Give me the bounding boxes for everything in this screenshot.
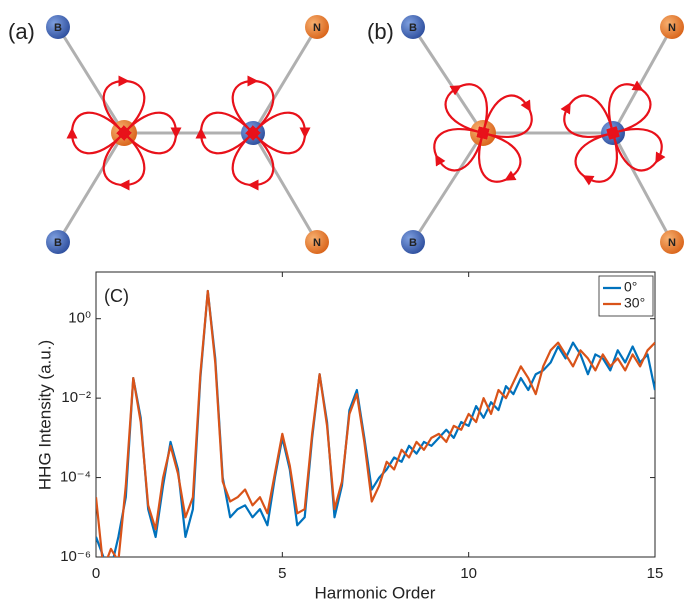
y-tick-label: 10⁰ bbox=[68, 310, 91, 327]
y-tick-label: 10⁻² bbox=[61, 389, 91, 406]
atom-label: B bbox=[409, 22, 417, 34]
legend-box bbox=[598, 275, 654, 317]
series-line bbox=[96, 289, 655, 557]
plot-frame bbox=[95, 271, 656, 558]
atom-label: N bbox=[668, 22, 676, 34]
panel-label: (b) bbox=[367, 19, 394, 44]
x-tick-label: 5 bbox=[278, 565, 286, 582]
x-axis-label: Harmonic Order bbox=[315, 583, 436, 602]
atom-label: N bbox=[313, 237, 321, 249]
atom-label: B bbox=[409, 237, 417, 249]
panel-b: (b) B B N N bbox=[367, 15, 684, 254]
x-tick-label: 15 bbox=[647, 565, 664, 582]
atom-label: N bbox=[668, 237, 676, 249]
panel-label: (a) bbox=[8, 19, 35, 44]
y-tick-label: 10⁻⁴ bbox=[60, 469, 91, 486]
atom-label: B bbox=[54, 22, 62, 34]
hhg-chart: (C) Harmonic Order HHG Intensity (a.u.) … bbox=[35, 271, 664, 602]
x-tick-label: 0 bbox=[92, 565, 100, 582]
atom-label: N bbox=[313, 22, 321, 34]
series-line bbox=[96, 289, 655, 557]
legend-label: 30° bbox=[624, 295, 645, 311]
y-tick-label: 10⁻⁶ bbox=[60, 548, 91, 565]
legend-label: 0° bbox=[624, 279, 637, 295]
panel-label: (C) bbox=[104, 286, 129, 306]
x-tick-label: 10 bbox=[460, 565, 477, 582]
y-axis-label: HHG Intensity (a.u.) bbox=[35, 340, 54, 490]
atom-label: B bbox=[54, 237, 62, 249]
legend: 0°30° bbox=[598, 275, 654, 317]
panel-a: (a) B B N N bbox=[8, 15, 329, 254]
plot-lines bbox=[96, 289, 655, 557]
